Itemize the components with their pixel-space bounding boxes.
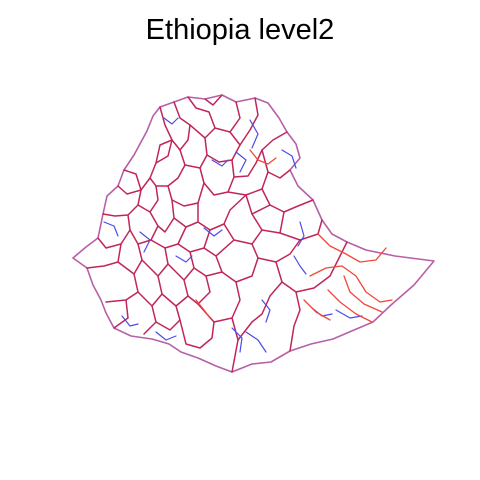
admin-boundaries-blue [103,117,363,353]
country-outline [72,94,435,373]
admin-boundaries-red [195,149,393,323]
map-title: Ethiopia level2 [145,14,335,46]
